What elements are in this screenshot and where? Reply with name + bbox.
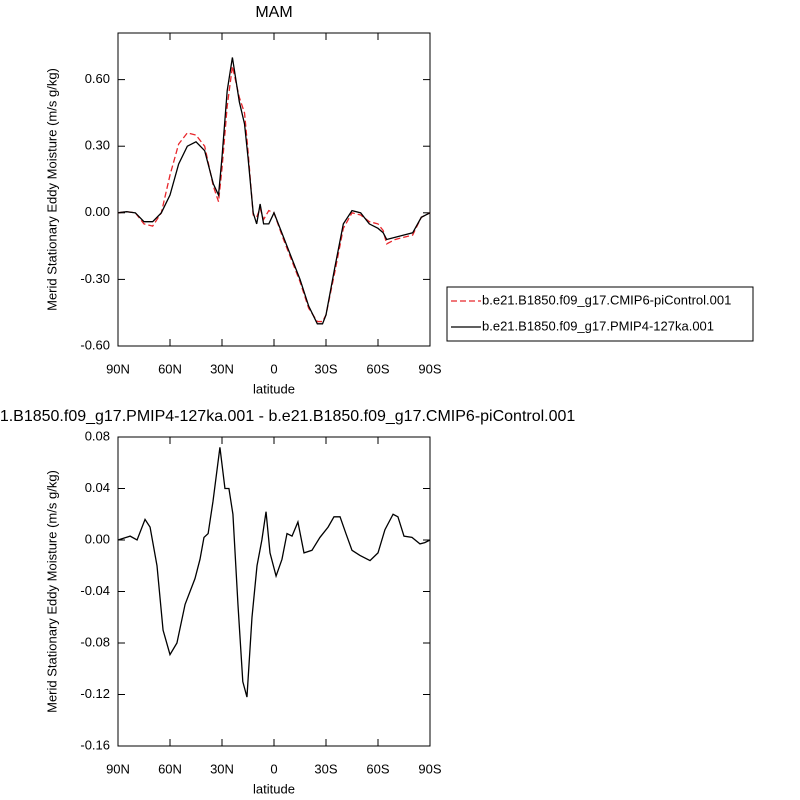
- x-tick-label: 90S: [418, 761, 441, 776]
- x-tick-label: 30N: [210, 761, 234, 776]
- y-axis-label: Merid Stationary Eddy Moisture (m/s g/kg…: [44, 68, 59, 311]
- y-axis-label: Merid Stationary Eddy Moisture (m/s g/kg…: [44, 470, 59, 713]
- legend-label: b.e21.B1850.f09_g17.CMIP6-piControl.001: [482, 292, 731, 307]
- chart-title: b.e21.B1850.f09_g17.PMIP4-127ka.001 - b.…: [0, 408, 575, 425]
- x-tick-label: 30S: [314, 361, 337, 376]
- y-tick-label: 0.04: [85, 480, 110, 495]
- x-axis-label: latitude: [253, 381, 295, 396]
- y-tick-label: 0.30: [85, 138, 110, 153]
- data-line: [117, 66, 431, 323]
- plot-frame: [117, 436, 431, 747]
- y-tick-label: 0.00: [85, 204, 110, 219]
- y-tick-label: -0.60: [80, 337, 110, 352]
- y-tick-label: -0.08: [80, 634, 110, 649]
- data-line: [117, 57, 431, 325]
- x-tick-label: 60S: [366, 761, 389, 776]
- x-tick-label: 60N: [158, 361, 182, 376]
- chart-title: MAM: [255, 4, 292, 21]
- legend-box: [446, 286, 754, 342]
- y-tick-label: -0.04: [80, 583, 110, 598]
- y-tick-label: -0.16: [80, 737, 110, 752]
- y-tick-label: 0.08: [85, 428, 110, 443]
- x-tick-label: 30S: [314, 761, 337, 776]
- x-tick-label: 0: [270, 761, 277, 776]
- y-tick-label: 0.00: [85, 531, 110, 546]
- x-tick-label: 30N: [210, 361, 234, 376]
- x-tick-label: 90S: [418, 361, 441, 376]
- y-tick-label: -0.12: [80, 686, 110, 701]
- x-tick-label: 0: [270, 361, 277, 376]
- data-line: [117, 447, 431, 698]
- x-tick-label: 90N: [106, 761, 130, 776]
- plot-frame: [117, 32, 431, 347]
- x-tick-label: 90N: [106, 361, 130, 376]
- x-axis-label: latitude: [253, 781, 295, 796]
- y-tick-label: 0.60: [85, 71, 110, 86]
- legend-label: b.e21.B1850.f09_g17.PMIP4-127ka.001: [482, 318, 714, 333]
- y-tick-label: -0.30: [80, 271, 110, 286]
- x-tick-label: 60N: [158, 761, 182, 776]
- x-tick-label: 60S: [366, 361, 389, 376]
